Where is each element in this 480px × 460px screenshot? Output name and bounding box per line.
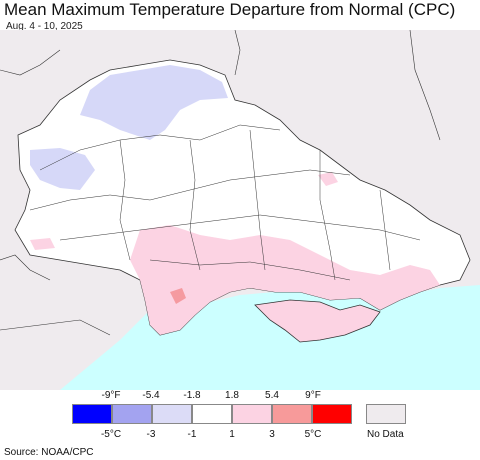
legend-c-label: 1 <box>229 429 235 440</box>
legend-fahrenheit-labels: -9°F -5.4 -1.8 1.8 5.4 9°F <box>0 390 480 402</box>
legend-no-data-swatch <box>366 404 406 424</box>
legend-f-label: 9°F <box>305 390 321 401</box>
source-credit: Source: NOAA/CPC <box>4 447 94 458</box>
legend-swatch <box>232 404 272 424</box>
legend-swatch <box>72 404 112 424</box>
legend-swatch <box>272 404 312 424</box>
neighbour-borders <box>0 30 441 336</box>
legend-celsius-labels: -5°C -3 -1 1 3 5°C <box>0 429 480 441</box>
legend-swatch <box>312 404 352 424</box>
warm-spot-east <box>318 172 338 186</box>
legend-c-label: -3 <box>146 429 156 440</box>
legend-c-label: -1 <box>187 429 197 440</box>
legend-f-label: -1.8 <box>183 390 201 401</box>
warm-area-south <box>130 225 440 335</box>
legend-c-label: 5°C <box>304 429 322 440</box>
legend-swatch <box>112 404 152 424</box>
cool-area-north <box>80 65 228 140</box>
cool-area-west <box>30 148 95 190</box>
legend-swatch <box>152 404 192 424</box>
warm-spot-odesa <box>170 288 186 304</box>
map-area <box>0 30 480 390</box>
legend-swatch <box>192 404 232 424</box>
legend-f-label: -5.4 <box>142 390 160 401</box>
legend-c-label: 3 <box>269 429 275 440</box>
map-subtitle: Aug. 4 - 10, 2025 <box>6 21 83 32</box>
legend-f-label: 1.8 <box>225 390 239 401</box>
map-title: Mean Maximum Temperature Departure from … <box>4 0 456 19</box>
oblast-borders <box>29 124 421 281</box>
legend-c-label: -5°C <box>100 429 122 440</box>
legend-f-label: -9°F <box>101 390 121 401</box>
legend-no-data-label: No Data <box>367 429 404 440</box>
legend-f-label: 5.4 <box>265 390 279 401</box>
crimea <box>254 299 381 343</box>
warm-spot-west <box>30 238 55 250</box>
